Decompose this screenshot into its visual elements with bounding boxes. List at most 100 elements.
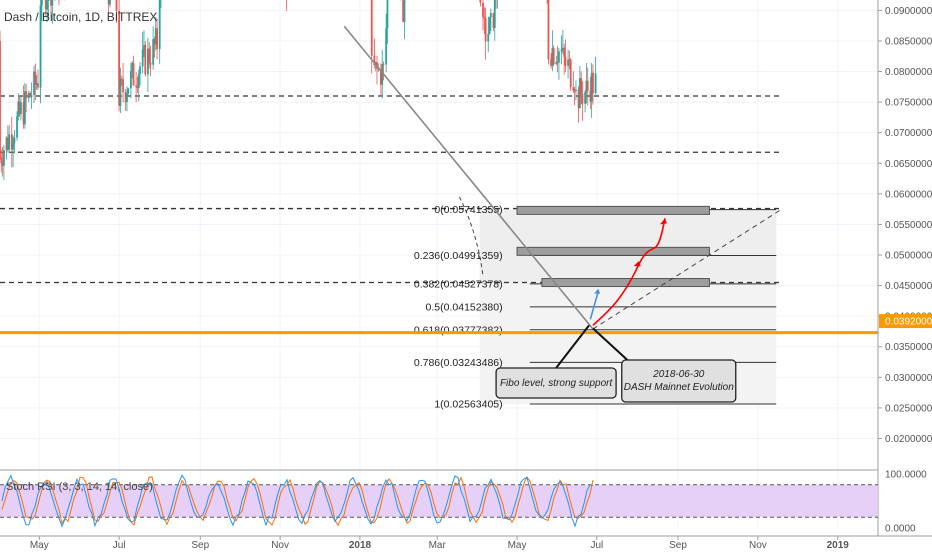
candle-body — [492, 12, 495, 28]
candle-body — [12, 143, 14, 150]
candle-body — [47, 0, 50, 2]
candle-body — [17, 101, 20, 117]
x-tick-label: Jul — [113, 540, 126, 550]
candle-body — [568, 59, 571, 61]
candle-body — [578, 78, 581, 109]
candle-body — [148, 48, 151, 63]
rsi-band — [0, 484, 878, 518]
candle-body — [154, 28, 157, 45]
x-tick-label: 2019 — [827, 540, 850, 550]
candle-body — [569, 59, 572, 88]
candle-body — [555, 61, 558, 65]
candle-body — [586, 80, 589, 91]
candle-body — [488, 17, 491, 34]
candle-body — [46, 1, 49, 10]
candle-body — [29, 92, 32, 97]
x-tick-label: Nov — [271, 540, 289, 550]
candle-body — [44, 0, 47, 10]
rsi-k-line — [1, 474, 594, 528]
candle-body — [6, 137, 9, 150]
candle-body — [129, 70, 132, 89]
annotation-text-date: 2018-06-30 — [652, 369, 705, 380]
candle-body — [144, 45, 147, 75]
fib-level-label: 0.786(0.03243486) — [414, 357, 503, 369]
candle-body — [3, 150, 5, 166]
candle-body — [37, 83, 39, 88]
candle-body — [5, 137, 8, 151]
candle-body — [581, 93, 584, 104]
stoch-rsi-label: Stoch RSI (3, 3, 14, 14, close) — [6, 481, 153, 493]
rsi-layer — [0, 474, 878, 528]
candle-body — [373, 55, 376, 66]
candle-body — [585, 80, 588, 93]
zone-rect — [541, 278, 710, 288]
chart-title: Dash / Bitcoin, 1D, BITTREX — [4, 10, 158, 24]
rising-dashed-line — [592, 208, 784, 330]
candle-body — [590, 72, 593, 102]
candle-body — [584, 92, 587, 104]
x-tick-label: Nov — [749, 540, 767, 550]
x-tick-label: 2018 — [349, 540, 372, 550]
candle-body — [0, 40, 1, 158]
drawing-layer — [343, 25, 784, 330]
annotation-pointer — [555, 324, 590, 369]
candle-body — [377, 68, 380, 70]
candle-body — [567, 59, 569, 66]
rsi-tick-label: 100.0000 — [885, 470, 927, 481]
x-tick-label: Sep — [191, 540, 209, 550]
candle-body — [403, 0, 406, 22]
red-projection-path — [592, 218, 666, 326]
candle-body — [136, 86, 139, 88]
fib-level-label: 0.618(0.03777382) — [414, 324, 503, 336]
blue-arrowhead — [594, 288, 601, 294]
candle-body — [23, 91, 26, 125]
annotation-pointer — [592, 327, 633, 365]
fib-level-label: 0.5(0.04152380) — [426, 301, 503, 313]
candle-body — [550, 59, 552, 66]
candle-body — [8, 134, 11, 150]
candle-body — [30, 94, 33, 97]
candle-body — [561, 47, 564, 50]
candle-body — [115, 0, 118, 11]
candle-body — [572, 87, 575, 91]
candle-body — [592, 72, 594, 94]
candle-body — [126, 93, 128, 103]
rsi-d-line — [1, 476, 594, 527]
candle-body — [127, 88, 130, 94]
candle-body — [594, 73, 597, 94]
candle-body — [573, 90, 576, 92]
candle-body — [484, 18, 487, 42]
candle-body — [109, 0, 111, 5]
candle-body — [493, 0, 496, 28]
candle-body — [564, 56, 567, 66]
candle-body — [147, 48, 149, 75]
candle-layer — [0, 0, 597, 181]
candle-body — [385, 28, 388, 65]
candle-body — [120, 78, 123, 80]
candle-body — [131, 62, 134, 71]
candle-body — [0, 157, 3, 164]
candle-body — [51, 0, 54, 6]
candle-body — [25, 91, 28, 99]
annotation-text-fibo: Fibo level, strong support — [500, 378, 614, 389]
fib-level-label: 0.236(0.04991359) — [414, 250, 503, 262]
x-tick-label: May — [508, 540, 527, 550]
candle-body — [402, 0, 405, 22]
fib-level-label: 0.382(0.04527378) — [414, 278, 503, 290]
candle-body — [50, 0, 52, 6]
candle-body — [547, 0, 550, 60]
descending-trendline — [343, 25, 594, 330]
candle-body — [551, 48, 554, 66]
candle-body — [16, 116, 18, 138]
candle-body — [119, 78, 122, 106]
